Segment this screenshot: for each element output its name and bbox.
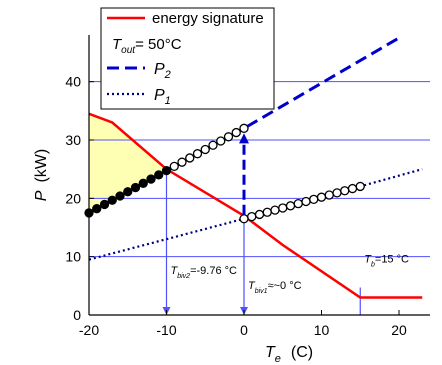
marker-2-3 bbox=[262, 207, 272, 217]
marker-2-1 bbox=[247, 211, 257, 222]
marker-0-2 bbox=[99, 199, 110, 210]
marker-2-9 bbox=[309, 194, 319, 204]
y-tick-label-4: 40 bbox=[65, 74, 81, 90]
marker-1-7 bbox=[223, 132, 234, 142]
legend-label-2: P2 bbox=[154, 61, 171, 81]
marker-1-1 bbox=[177, 157, 187, 167]
marker-0-6 bbox=[130, 182, 141, 193]
x-tick-label-3: 10 bbox=[314, 322, 330, 338]
marker-0-10 bbox=[161, 165, 172, 176]
y-tick-label-0: 0 bbox=[73, 307, 81, 323]
marker-2-12 bbox=[332, 188, 342, 198]
x-tick-label-0: -20 bbox=[79, 322, 99, 338]
marker-1-6 bbox=[216, 136, 226, 146]
y-tick-label-3: 30 bbox=[65, 132, 81, 148]
marker-0-5 bbox=[123, 187, 133, 197]
vline-label-2: Tb=15 °C bbox=[364, 254, 409, 269]
marker-1-8 bbox=[231, 127, 241, 138]
marker-2-8 bbox=[301, 196, 311, 207]
y-tick-label-2: 20 bbox=[65, 190, 81, 206]
series-line-0 bbox=[89, 112, 423, 299]
y-tick-label-1: 10 bbox=[65, 249, 81, 265]
marker-1-4 bbox=[200, 144, 210, 155]
legend-box bbox=[100, 7, 275, 110]
x-tick-label-4: 20 bbox=[391, 322, 407, 338]
marker-2-7 bbox=[293, 199, 303, 209]
marker-1-9 bbox=[239, 123, 249, 133]
markers bbox=[84, 123, 365, 224]
x-tick-label-2: 0 bbox=[240, 322, 248, 338]
marker-2-2 bbox=[254, 209, 265, 220]
marker-2-13 bbox=[340, 186, 350, 196]
marker-2-14 bbox=[347, 183, 358, 194]
y-axis-label: P(kW) bbox=[33, 149, 50, 201]
marker-0-3 bbox=[107, 195, 117, 205]
vertical-markers: Tbiv2=-9.76 °C Tbiv1≈~0 °C Tb=15 °C bbox=[162, 170, 409, 315]
vline-label-0: Tbiv2=-9.76 °C bbox=[171, 265, 238, 280]
shaded-region bbox=[89, 113, 167, 213]
marker-2-0 bbox=[239, 214, 249, 224]
marker-2-11 bbox=[324, 190, 334, 200]
marker-2-15 bbox=[355, 181, 365, 192]
vline-label-1: Tbiv1≈~0 °C bbox=[248, 280, 302, 295]
marker-0-1 bbox=[92, 204, 102, 214]
legend-label-1: Tout= 50°C bbox=[112, 36, 182, 56]
marker-1-2 bbox=[185, 153, 195, 163]
marker-1-0 bbox=[169, 161, 179, 172]
legend: energy signature Tout= 50°C P2 P1 bbox=[100, 7, 275, 110]
marker-2-4 bbox=[270, 205, 280, 215]
marker-0-8 bbox=[146, 174, 156, 184]
labels: Te (C) P(kW) bbox=[33, 149, 313, 365]
marker-0-4 bbox=[115, 191, 125, 201]
legend-label-3: P1 bbox=[154, 87, 171, 107]
marker-1-5 bbox=[208, 140, 218, 150]
marker-2-6 bbox=[285, 201, 296, 211]
shaded-area bbox=[89, 113, 167, 213]
axes: -20 -10 0 10 20 0 10 20 30 40 bbox=[65, 35, 430, 338]
marker-2-10 bbox=[316, 192, 327, 202]
marker-0-7 bbox=[138, 178, 148, 188]
legend-label-0: energy signature bbox=[152, 10, 264, 27]
x-tick-label-1: -10 bbox=[156, 322, 176, 338]
marker-0-9 bbox=[154, 170, 164, 180]
x-axis-label: Te (C) bbox=[265, 344, 313, 365]
marker-1-3 bbox=[192, 149, 203, 159]
marker-2-5 bbox=[278, 203, 288, 213]
